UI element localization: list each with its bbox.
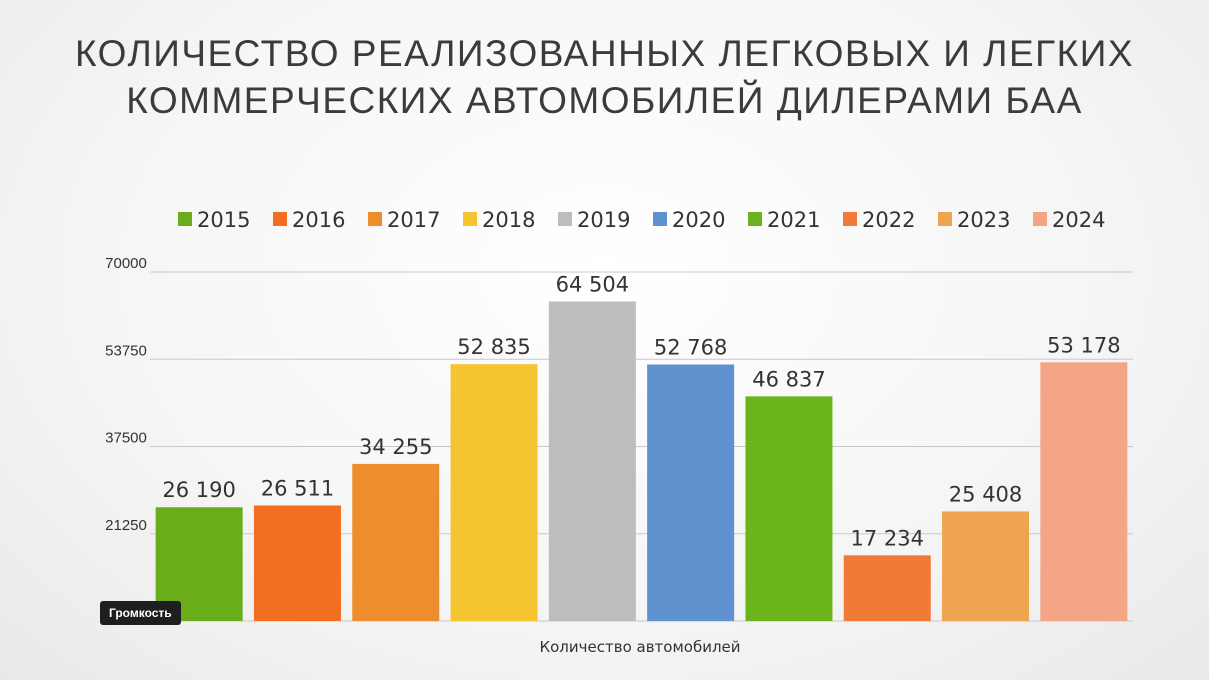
legend-label-2016: 2016: [292, 208, 345, 232]
legend-label-2024: 2024: [1052, 208, 1105, 232]
legend-label-2018: 2018: [482, 208, 535, 232]
bar-2022: [843, 555, 931, 621]
chart-title: КОЛИЧЕСТВО РЕАЛИЗОВАННЫХ ЛЕГКОВЫХ И ЛЕГК…: [0, 30, 1209, 124]
legend-swatch-2020: [653, 212, 667, 226]
data-label-2020: 52 768: [654, 336, 727, 360]
legend-swatch-2016: [273, 212, 287, 226]
data-label-2018: 52 835: [457, 335, 530, 359]
legend-label-2020: 2020: [672, 208, 725, 232]
data-label-2017: 34 255: [359, 435, 432, 459]
data-label-2024: 53 178: [1047, 333, 1120, 357]
y-tick-label: 70000: [105, 255, 147, 272]
bar-2021: [745, 396, 833, 621]
legend-label-2019: 2019: [577, 208, 630, 232]
legend-swatch-2021: [748, 212, 762, 226]
data-label-2016: 26 511: [261, 477, 334, 501]
data-label-2023: 25 408: [949, 482, 1022, 506]
x-axis-label: Количество автомобилей: [539, 638, 740, 656]
chart-title-line-1: КОЛИЧЕСТВО РЕАЛИЗОВАННЫХ ЛЕГКОВЫХ И ЛЕГК…: [74, 33, 1135, 74]
data-label-2015: 26 190: [162, 478, 235, 502]
bar-2023: [942, 511, 1030, 621]
legend-label-2022: 2022: [862, 208, 915, 232]
chart-title-line-2: КОММЕРЧЕСКИХ АВТОМОБИЛЕЙ ДИЛЕРАМИ БАА: [126, 80, 1083, 121]
legend-swatch-2023: [938, 212, 952, 226]
legend-label-2017: 2017: [387, 208, 440, 232]
bar-2019: [548, 301, 636, 621]
legend-label-2015: 2015: [197, 208, 250, 232]
legend-label-2023: 2023: [957, 208, 1010, 232]
bar-2018: [450, 364, 538, 621]
bar-2016: [253, 505, 341, 621]
data-label-2019: 64 504: [556, 273, 629, 297]
legend-swatch-2015: [178, 212, 192, 226]
bar-2017: [352, 463, 440, 621]
legend-swatch-2019: [558, 212, 572, 226]
y-tick-label: 21250: [105, 517, 147, 534]
bar-2020: [647, 364, 735, 621]
legend-label-2021: 2021: [767, 208, 820, 232]
y-tick-label: 37500: [105, 430, 147, 447]
bar-2024: [1040, 362, 1128, 621]
legend-swatch-2024: [1033, 212, 1047, 226]
legend-swatch-2018: [463, 212, 477, 226]
data-label-2022: 17 234: [851, 526, 924, 550]
volume-tooltip: Громкость: [100, 601, 181, 625]
legend-swatch-2022: [843, 212, 857, 226]
legend-swatch-2017: [368, 212, 382, 226]
y-tick-label: 53750: [105, 342, 147, 359]
data-label-2021: 46 837: [752, 367, 825, 391]
